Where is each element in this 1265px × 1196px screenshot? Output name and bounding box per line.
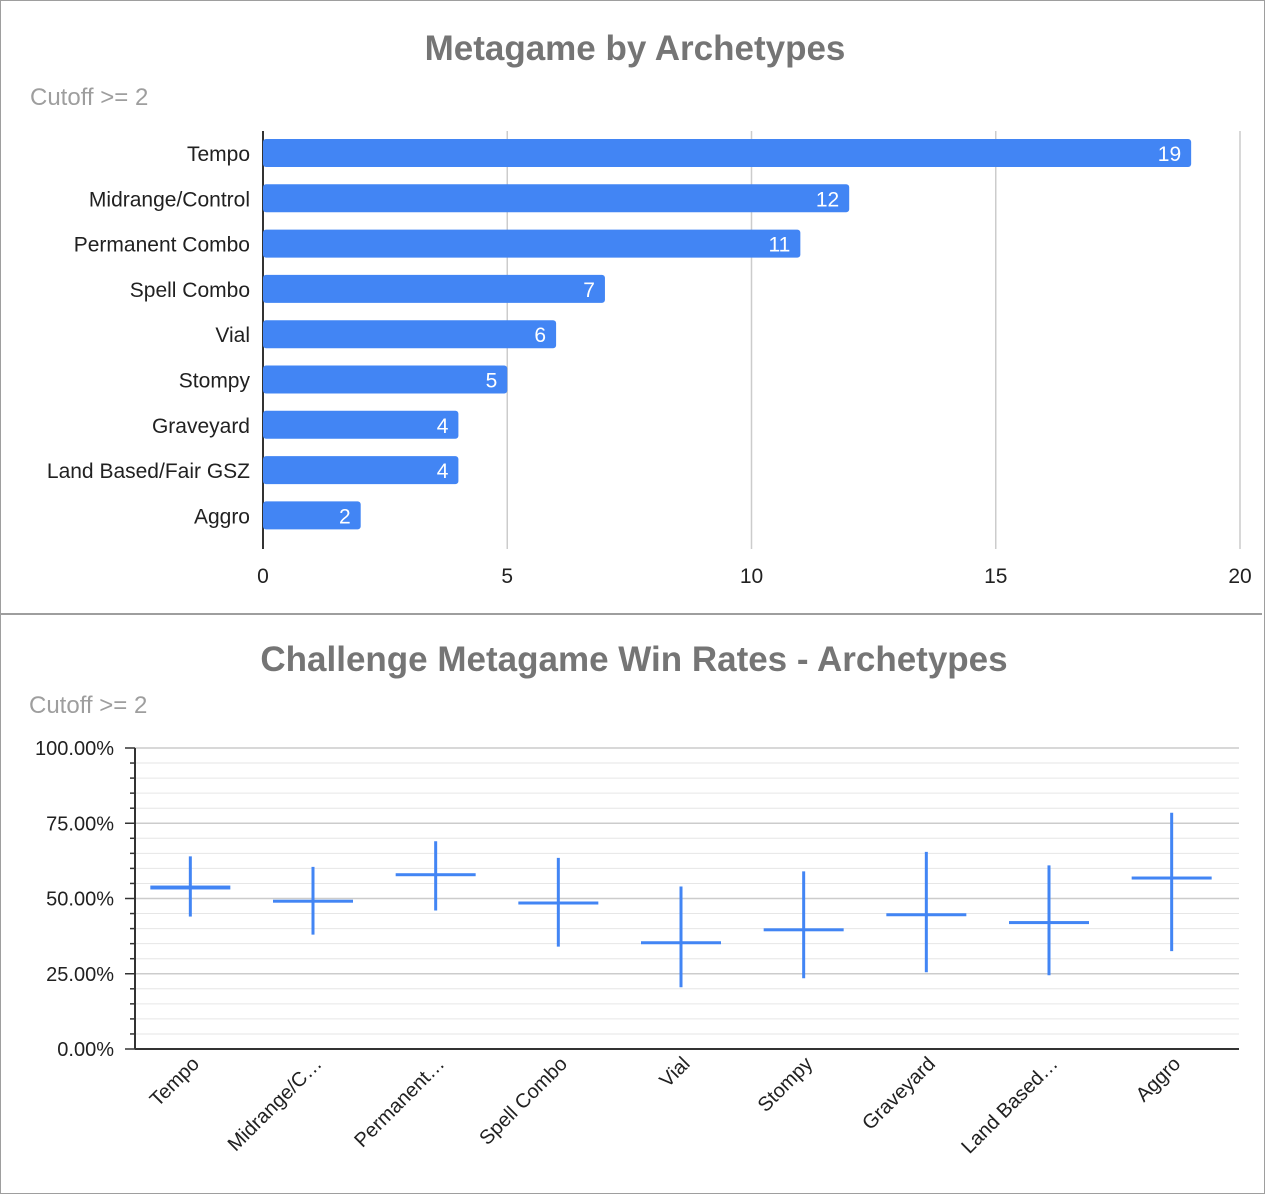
chart1-bar bbox=[263, 410, 459, 439]
chart1-bar bbox=[263, 184, 850, 213]
chart2-candle-body bbox=[273, 899, 353, 903]
chart1-bar bbox=[263, 320, 557, 349]
chart2-candle-body bbox=[1009, 921, 1089, 925]
chart1-data-label: 2 bbox=[339, 505, 351, 528]
win-rate-candlestick-chart: Challenge Metagame Win Rates - Archetype… bbox=[29, 640, 1239, 1158]
chart1-category-label: Midrange/Control bbox=[89, 188, 250, 211]
chart1-title: Metagame by Archetypes bbox=[425, 29, 846, 68]
chart1-x-tick-label: 0 bbox=[257, 565, 269, 588]
chart2-title: Challenge Metagame Win Rates - Archetype… bbox=[260, 640, 1007, 679]
chart1-bar bbox=[263, 501, 361, 530]
chart2-candle-body bbox=[518, 901, 599, 905]
chart1-category-label: Graveyard bbox=[152, 415, 250, 438]
chart2-y-tick-label: 0.00% bbox=[57, 1039, 114, 1061]
chart1-data-label: 4 bbox=[437, 415, 449, 438]
chart1-data-label: 5 bbox=[486, 370, 498, 393]
chart1-bar bbox=[263, 139, 1192, 167]
chart2-candle-body bbox=[395, 873, 476, 877]
bar-chart-panel: Metagame by Archetypes Cutoff >= 2 Tempo… bbox=[1, 1, 1262, 613]
chart2-x-tick-label: Permanent… bbox=[350, 1053, 449, 1152]
chart1-category-label: Stompy bbox=[179, 370, 251, 393]
chart2-x-tick-label: Graveyard bbox=[858, 1053, 940, 1135]
chart1-category-label: Tempo bbox=[187, 143, 250, 166]
chart2-y-tick-label: 100.00% bbox=[35, 738, 114, 760]
chart2-x-tick-label: Tempo bbox=[146, 1053, 204, 1111]
chart1-data-label: 12 bbox=[816, 188, 839, 211]
chart1-data-label: 11 bbox=[769, 234, 791, 257]
chart1-bar bbox=[263, 274, 605, 303]
chart1-x-tick-label: 5 bbox=[501, 565, 513, 588]
chart2-y-tick-label: 50.00% bbox=[46, 889, 114, 911]
chart1-data-label: 19 bbox=[1158, 143, 1181, 166]
metagame-bar-chart: Metagame by Archetypes Cutoff >= 2 Tempo… bbox=[30, 29, 1252, 588]
chart2-x-tick-label: Aggro bbox=[1132, 1053, 1185, 1106]
chart2-x-tick-label: Land Based… bbox=[957, 1053, 1062, 1158]
chart2-x-tick-label: Midrange/C… bbox=[224, 1053, 327, 1156]
chart2-x-tick-label: Stompy bbox=[754, 1053, 818, 1117]
panel-divider bbox=[1, 613, 1262, 615]
chart2-subtitle: Cutoff >= 2 bbox=[29, 692, 147, 719]
chart2-candle-body bbox=[641, 941, 721, 945]
chart1-category-label: Land Based/Fair GSZ bbox=[47, 460, 250, 483]
chart1-category-label: Spell Combo bbox=[130, 279, 250, 302]
chart2-y-tick-label: 75.00% bbox=[46, 813, 114, 835]
chart1-subtitle: Cutoff >= 2 bbox=[30, 84, 148, 111]
candlestick-chart-panel: Challenge Metagame Win Rates - Archetype… bbox=[1, 615, 1262, 1191]
chart1-category-label: Vial bbox=[215, 324, 250, 347]
chart1-x-tick-label: 20 bbox=[1228, 565, 1251, 588]
chart2-candle-body bbox=[763, 928, 844, 932]
chart2-x-tick-label: Spell Combo bbox=[475, 1053, 572, 1150]
chart2-y-tick-label: 25.00% bbox=[46, 964, 114, 986]
chart1-bar bbox=[263, 229, 801, 258]
chart1-x-tick-label: 15 bbox=[984, 565, 1007, 588]
chart1-bar bbox=[263, 456, 459, 485]
chart1-category-label: Permanent Combo bbox=[74, 234, 250, 257]
chart2-candle-body bbox=[1131, 876, 1212, 880]
chart1-category-label: Aggro bbox=[194, 505, 250, 528]
chart2-candle-body bbox=[150, 885, 231, 890]
chart1-bar bbox=[263, 365, 508, 394]
chart1-x-tick-label: 10 bbox=[740, 565, 763, 588]
chart1-data-label: 7 bbox=[583, 279, 595, 302]
chart1-data-label: 4 bbox=[437, 460, 449, 483]
chart1-data-label: 6 bbox=[534, 324, 546, 347]
chart2-candle-body bbox=[886, 913, 967, 917]
chart2-x-tick-label: Vial bbox=[656, 1053, 695, 1092]
